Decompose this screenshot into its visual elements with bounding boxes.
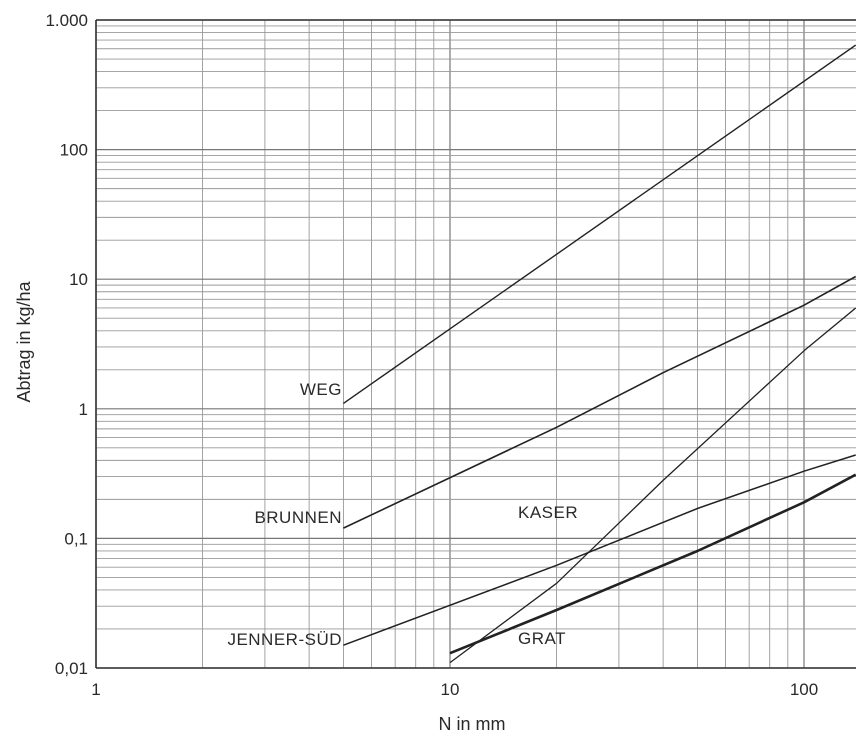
series-line-brunnen bbox=[343, 275, 856, 529]
series-label-grat: GRAT bbox=[518, 629, 566, 648]
series-line-kaser bbox=[449, 307, 856, 664]
y-tick-label: 0,1 bbox=[64, 529, 88, 548]
series-lines bbox=[342, 44, 856, 664]
series-labels: WEG BRUNNEN KASER JENNER-SÜD GRAT bbox=[227, 380, 578, 649]
grid bbox=[95, 19, 856, 669]
y-tick-labels: 0,01 0,1 1 10 100 1.000 bbox=[45, 11, 88, 678]
series-label-weg: WEG bbox=[300, 380, 342, 399]
y-tick-label: 10 bbox=[69, 270, 88, 289]
x-tick-label: 100 bbox=[790, 680, 818, 699]
x-tick-label: 10 bbox=[441, 680, 460, 699]
x-tick-labels: 1 10 100 bbox=[91, 680, 818, 699]
x-axis-title: N in mm bbox=[439, 714, 506, 734]
y-tick-label: 1.000 bbox=[45, 11, 88, 30]
x-tick-label: 1 bbox=[91, 680, 100, 699]
series-line-grat bbox=[449, 473, 856, 655]
y-axis-title: Abtrag in kg/ha bbox=[14, 280, 34, 402]
y-tick-label: 1 bbox=[79, 400, 88, 419]
series-line-jenner-s-d bbox=[343, 454, 856, 646]
series-line-weg bbox=[342, 44, 856, 404]
series-label-kaser: KASER bbox=[518, 503, 578, 522]
y-tick-label: 0,01 bbox=[55, 659, 88, 678]
series-label-jenner-s-d: JENNER-SÜD bbox=[227, 630, 342, 649]
plot-frame bbox=[95, 19, 856, 669]
series-label-brunnen: BRUNNEN bbox=[254, 508, 342, 527]
y-tick-label: 100 bbox=[60, 141, 88, 160]
